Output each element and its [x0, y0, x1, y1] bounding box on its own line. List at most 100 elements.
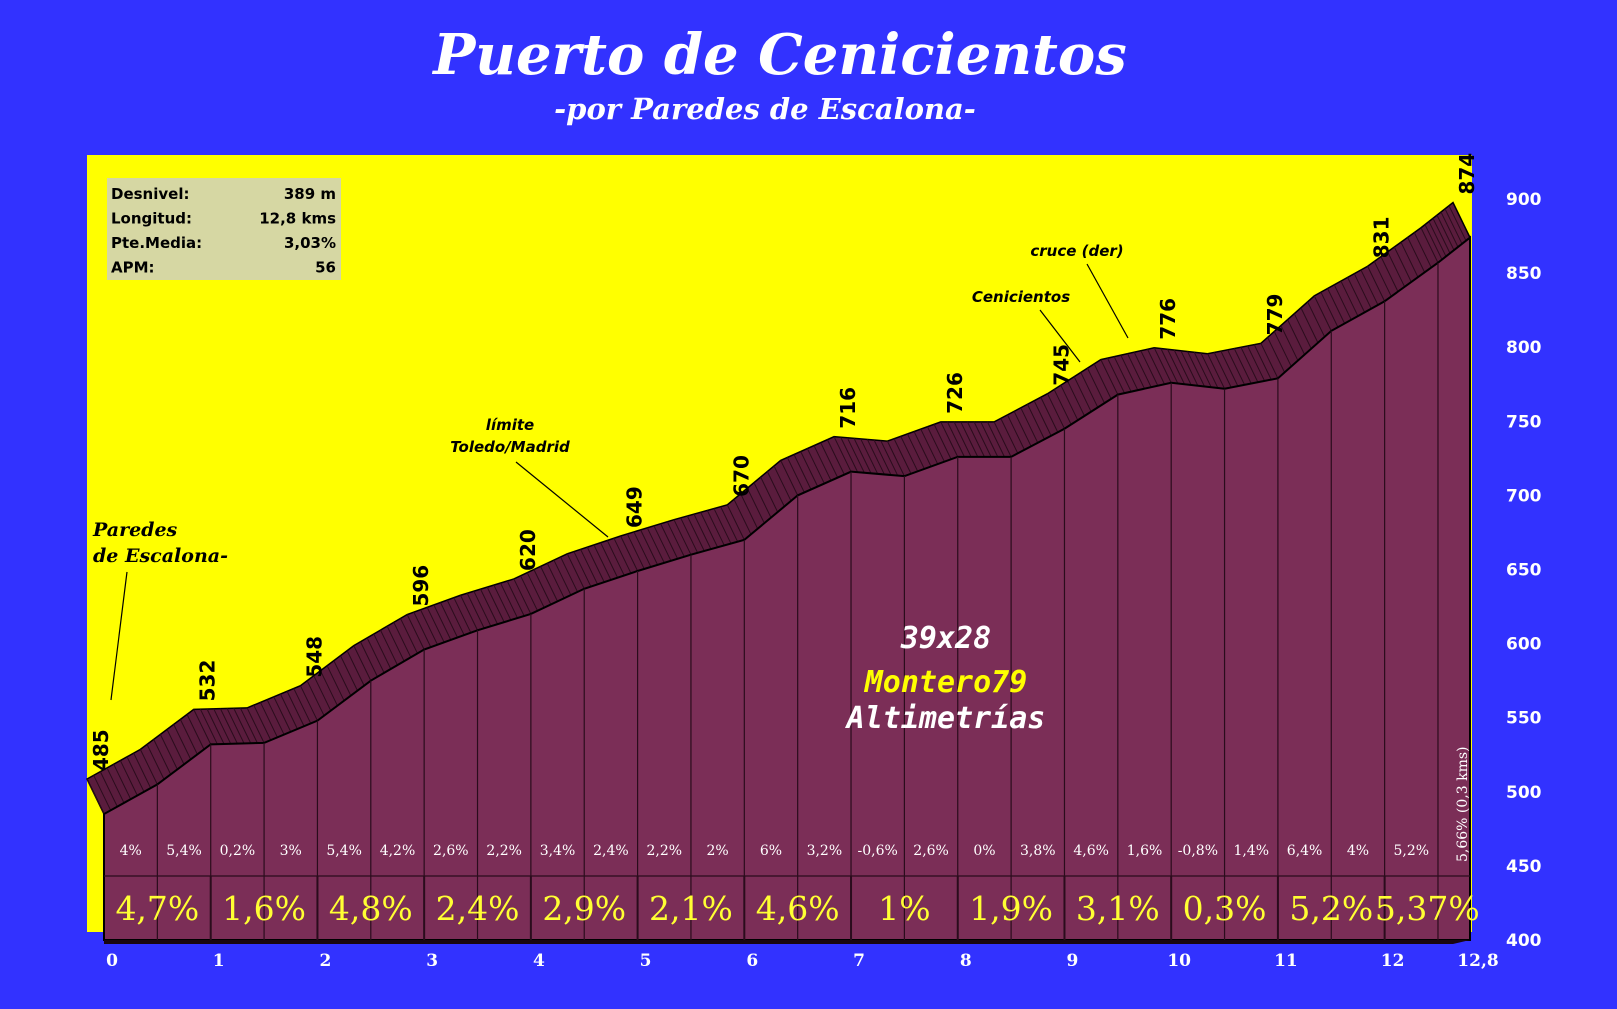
- band-hatch: [1440, 211, 1459, 248]
- band-hatch: [520, 575, 538, 612]
- band-hatch: [786, 457, 805, 493]
- y-tick-label: 650: [1506, 561, 1542, 581]
- band-hatch: [1340, 280, 1359, 317]
- stat-value: 12,8 kms: [259, 210, 336, 228]
- band-hatch: [373, 633, 392, 670]
- segment-grade-label: 2,2%: [486, 843, 522, 859]
- segment-grade-label: 0,2%: [220, 843, 256, 859]
- band-hatch: [1013, 411, 1032, 447]
- band-hatch: [1313, 295, 1332, 332]
- band-hatch: [633, 531, 652, 568]
- profile-base: [104, 940, 1470, 944]
- segment-grade-label: 6%: [760, 843, 782, 859]
- band-hatch: [686, 515, 705, 552]
- band-hatch: [1233, 348, 1252, 384]
- band-hatch: [393, 622, 412, 658]
- stats-box-bg: [107, 178, 341, 280]
- x-tick-label: 2: [320, 951, 332, 971]
- altitude-label: 779: [1263, 294, 1287, 336]
- band-hatch: [1067, 380, 1085, 417]
- band-hatch: [293, 688, 312, 724]
- segment-grade-label: 5,4%: [326, 843, 362, 859]
- km-grade-label: 5,37%: [1375, 889, 1480, 928]
- km-grade-label: 1,6%: [222, 889, 306, 928]
- segment-grade-label: 4%: [120, 843, 142, 859]
- band-hatch: [1253, 344, 1272, 380]
- band-hatch: [246, 707, 265, 744]
- band-hatch: [880, 440, 899, 476]
- band-hatch: [720, 506, 739, 542]
- band-hatch: [146, 744, 165, 780]
- band-hatch: [159, 734, 178, 770]
- segment-grade-label: 3%: [280, 843, 302, 859]
- profile-layer: [86, 201, 1471, 944]
- band-hatch: [153, 739, 172, 775]
- x-tick-label: 6: [746, 951, 758, 971]
- band-hatch: [1020, 407, 1039, 444]
- band-hatch: [1424, 224, 1443, 260]
- segment-grade-label: 2,6%: [913, 843, 949, 859]
- annotation-start-2: de Escalona-: [93, 545, 228, 567]
- altitude-label: 670: [729, 455, 753, 497]
- band-hatch: [1380, 256, 1399, 292]
- segment-grade-label: 6,4%: [1287, 843, 1323, 859]
- band-hatch: [1240, 346, 1259, 383]
- band-hatch: [600, 542, 619, 578]
- segment-grade-label: -0,6%: [858, 843, 898, 859]
- band-hatch: [433, 604, 452, 641]
- band-hatch: [1400, 241, 1419, 278]
- band-hatch: [1227, 349, 1246, 386]
- y-tick-label: 700: [1506, 486, 1542, 506]
- band-hatch: [860, 438, 879, 475]
- y-tick-label: 550: [1506, 709, 1542, 729]
- band-hatch: [413, 611, 432, 648]
- km-grade-label: 4,6%: [756, 889, 840, 928]
- band-hatch: [593, 544, 612, 581]
- band-hatch: [580, 549, 599, 585]
- band-hatch: [493, 584, 512, 621]
- band-hatch: [1073, 376, 1092, 412]
- band-hatch: [1107, 357, 1125, 394]
- band-hatch: [1000, 418, 1019, 454]
- band-hatch: [1247, 345, 1266, 382]
- band-hatch: [800, 451, 819, 487]
- band-hatch: [106, 767, 125, 804]
- altitude-label: 620: [516, 529, 540, 571]
- band-hatch: [933, 424, 952, 460]
- band-hatch: [660, 523, 679, 559]
- annotation-leader: [1086, 263, 1129, 339]
- band-hatch: [1207, 353, 1225, 389]
- band-hatch: [846, 437, 865, 474]
- band-hatch: [953, 421, 972, 458]
- band-hatch: [1347, 277, 1366, 313]
- band-hatch: [273, 696, 292, 732]
- segment-grade-label: 3,8%: [1020, 843, 1056, 859]
- annotation-border-2: Toledo/Madrid: [450, 438, 570, 456]
- stat-label: Desnivel:: [111, 185, 189, 203]
- y-tick-label: 800: [1506, 338, 1542, 358]
- band-hatch: [620, 535, 639, 572]
- band-hatch: [1436, 214, 1455, 251]
- band-hatch: [500, 582, 518, 619]
- band-hatch: [1320, 291, 1339, 328]
- band-hatch: [1180, 350, 1199, 386]
- segment-grade-label: 4,6%: [1073, 843, 1109, 859]
- km-grade-label: 1%: [878, 889, 930, 928]
- band-hatch: [133, 752, 152, 789]
- segment-grade-label: 2,6%: [433, 843, 469, 859]
- y-tick-label: 600: [1506, 635, 1542, 655]
- band-hatch: [313, 675, 332, 711]
- altitude-label: 831: [1370, 217, 1394, 259]
- x-tick-label: 12: [1381, 951, 1405, 971]
- band-hatch: [546, 562, 565, 599]
- band-hatch: [680, 517, 699, 554]
- band-hatch: [746, 487, 765, 524]
- band-hatch: [380, 629, 398, 666]
- band-hatch: [1193, 351, 1212, 388]
- segment-grade-label: 2%: [707, 843, 729, 859]
- annotation-junction: cruce (der): [1030, 242, 1123, 260]
- band-hatch: [1367, 266, 1386, 302]
- y-tick-label: 500: [1506, 783, 1542, 803]
- km-grade-label: 5,2%: [1289, 889, 1373, 928]
- band-hatch: [666, 521, 685, 557]
